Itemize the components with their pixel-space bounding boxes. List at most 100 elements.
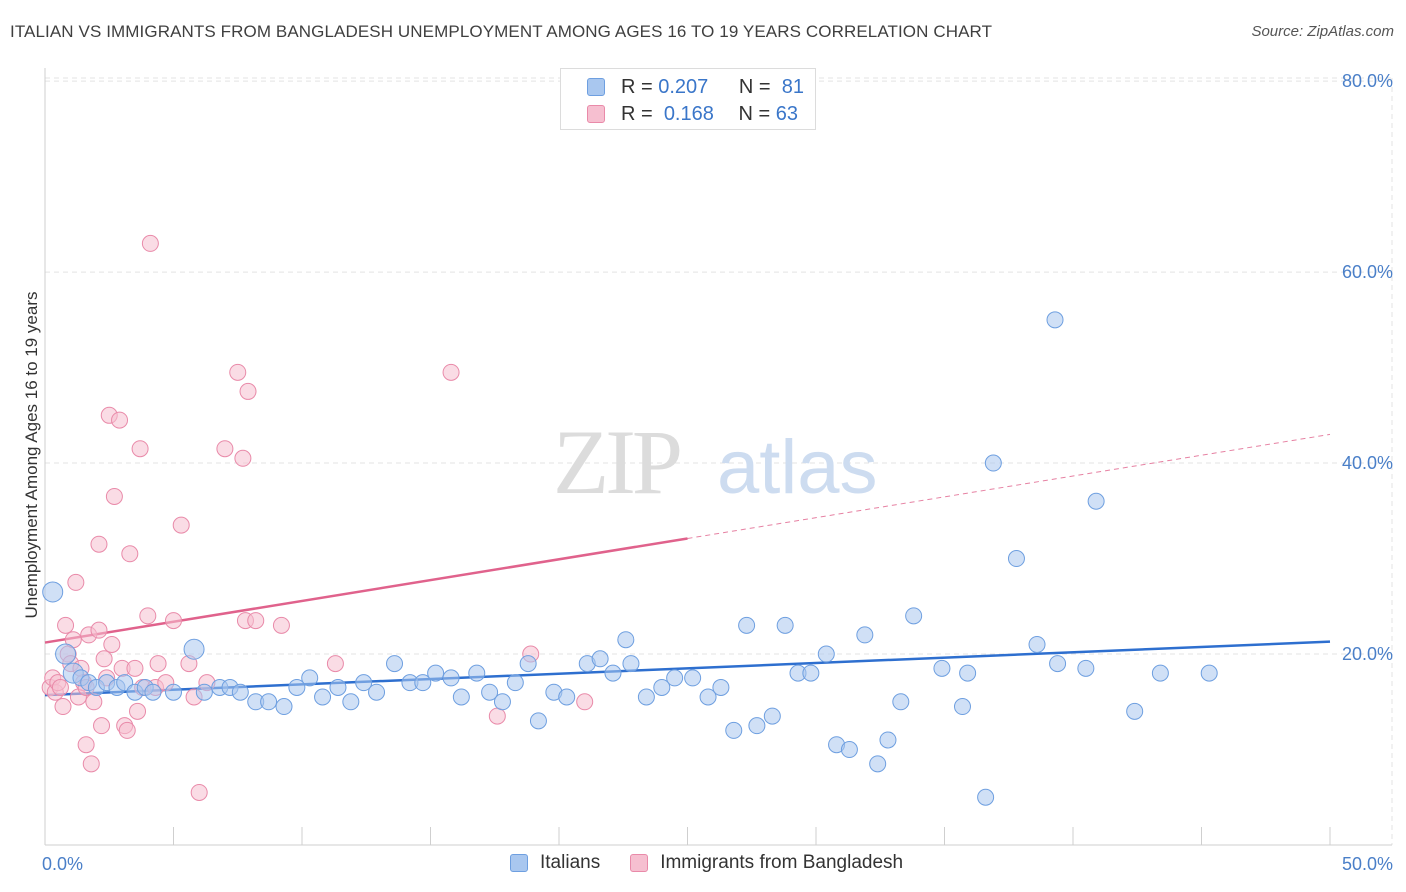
italians-point — [653, 678, 671, 696]
legend-n-value: 81 — [781, 75, 804, 98]
italians-point — [959, 664, 977, 682]
bangladesh-point — [139, 607, 157, 625]
italians-point — [1126, 702, 1144, 720]
bangladesh-point — [105, 487, 123, 505]
italians-point — [355, 674, 373, 692]
bangladesh-points — [41, 234, 594, 801]
bangladesh-point — [216, 440, 234, 458]
bangladesh-point — [190, 783, 208, 801]
italians-point — [817, 645, 835, 663]
legend-item-italians[interactable]: Italians — [510, 852, 600, 874]
legend-n-label: N = — [738, 102, 771, 125]
bangladesh-point — [149, 655, 167, 673]
italians-point — [892, 693, 910, 711]
italians-legend-label: Italians — [540, 852, 601, 873]
italians-point — [427, 664, 445, 682]
stats-legend: R = 0.207 N = 81 R = 0.168 N = 63 — [560, 68, 816, 130]
italians-point — [558, 688, 576, 706]
bangladesh-point — [90, 621, 108, 639]
y-axis-label: Unemployment Among Ages 16 to 19 years — [22, 292, 41, 619]
italians-point — [288, 678, 306, 696]
italians-point — [506, 674, 524, 692]
italians-point — [386, 655, 404, 673]
italians-point — [368, 683, 386, 701]
italians-point — [342, 693, 360, 711]
bangladesh-point — [129, 702, 147, 720]
italians-legend-swatch — [510, 854, 528, 872]
italians-point — [493, 693, 511, 711]
italians-point — [55, 643, 77, 665]
bangladesh-point — [95, 650, 113, 668]
x-tick-label-max: 50.0% — [1342, 854, 1393, 874]
italians-point — [1200, 664, 1218, 682]
bangladesh-point — [54, 698, 72, 716]
legend-r-label: R = — [621, 75, 653, 98]
italians-point — [144, 683, 162, 701]
italians-point — [1007, 550, 1025, 568]
italians-point — [984, 454, 1002, 472]
italians-point — [879, 731, 897, 749]
y-tick-label: 40.0% — [1342, 453, 1393, 473]
italians-point — [414, 674, 432, 692]
italians-point — [42, 581, 64, 603]
legend-row-bangladesh: R = 0.168 N = 63 — [587, 101, 798, 127]
italians-point — [231, 683, 249, 701]
bangladesh-point — [576, 693, 594, 711]
bangladesh-point — [77, 736, 95, 754]
italians-point — [840, 741, 858, 759]
watermark-atlas: atlas — [717, 425, 878, 510]
y-tick-label: 80.0% — [1342, 71, 1393, 91]
bangladesh-point — [111, 411, 129, 429]
italians-point — [442, 669, 460, 687]
source-label: Source: ZipAtlas.com — [1251, 23, 1394, 40]
bangladesh-point — [165, 612, 182, 630]
italians-point — [1077, 659, 1095, 677]
bangladesh-swatch — [587, 105, 605, 123]
bangladesh-point — [82, 755, 100, 773]
italians-point — [314, 688, 332, 706]
italians-point — [1028, 635, 1046, 653]
italians-point — [452, 688, 470, 706]
italians-point — [275, 698, 293, 716]
bangladesh-point — [85, 693, 103, 711]
bangladesh-legend-label: Immigrants from Bangladesh — [660, 852, 904, 873]
legend-r-value: 0.207 — [658, 75, 709, 98]
y-tick-label: 20.0% — [1342, 644, 1393, 664]
bangladesh-point — [488, 707, 506, 725]
italians-point — [666, 669, 684, 687]
italians-points — [42, 311, 1218, 806]
bangladesh-trend-extension — [687, 433, 1331, 539]
legend-n-label: N = — [738, 75, 771, 98]
bangladesh-point — [141, 234, 159, 252]
italians-point — [1046, 311, 1064, 329]
italians-point — [684, 669, 702, 687]
watermark-zip: ZIP — [553, 411, 680, 513]
italians-point — [468, 664, 486, 682]
grid-lines — [45, 77, 1393, 845]
italians-point — [1151, 664, 1169, 682]
legend-item-bangladesh[interactable]: Immigrants from Bangladesh — [630, 852, 903, 874]
italians-point — [802, 664, 820, 682]
italians-trend-line — [44, 640, 1331, 697]
italians-point — [856, 626, 874, 644]
bangladesh-point — [172, 516, 190, 534]
italians-point — [725, 721, 743, 739]
italians-point — [260, 693, 278, 711]
bottom-legend: Italians Immigrants from Bangladesh — [510, 852, 933, 874]
italians-point — [622, 655, 640, 673]
italians-point — [591, 650, 609, 668]
italians-point — [637, 688, 655, 706]
bangladesh-point — [326, 655, 344, 673]
italians-swatch — [587, 78, 605, 96]
bangladesh-trend-line — [44, 537, 688, 644]
italians-point — [183, 638, 205, 660]
legend-n-value: 63 — [775, 102, 798, 125]
italians-point — [1087, 492, 1105, 510]
bangladesh-point — [229, 363, 247, 381]
legend-row-italians: R = 0.207 N = 81 — [587, 74, 804, 100]
bangladesh-point — [247, 612, 265, 630]
italians-point — [195, 683, 213, 701]
bangladesh-point — [51, 678, 69, 696]
italians-point — [933, 659, 951, 677]
